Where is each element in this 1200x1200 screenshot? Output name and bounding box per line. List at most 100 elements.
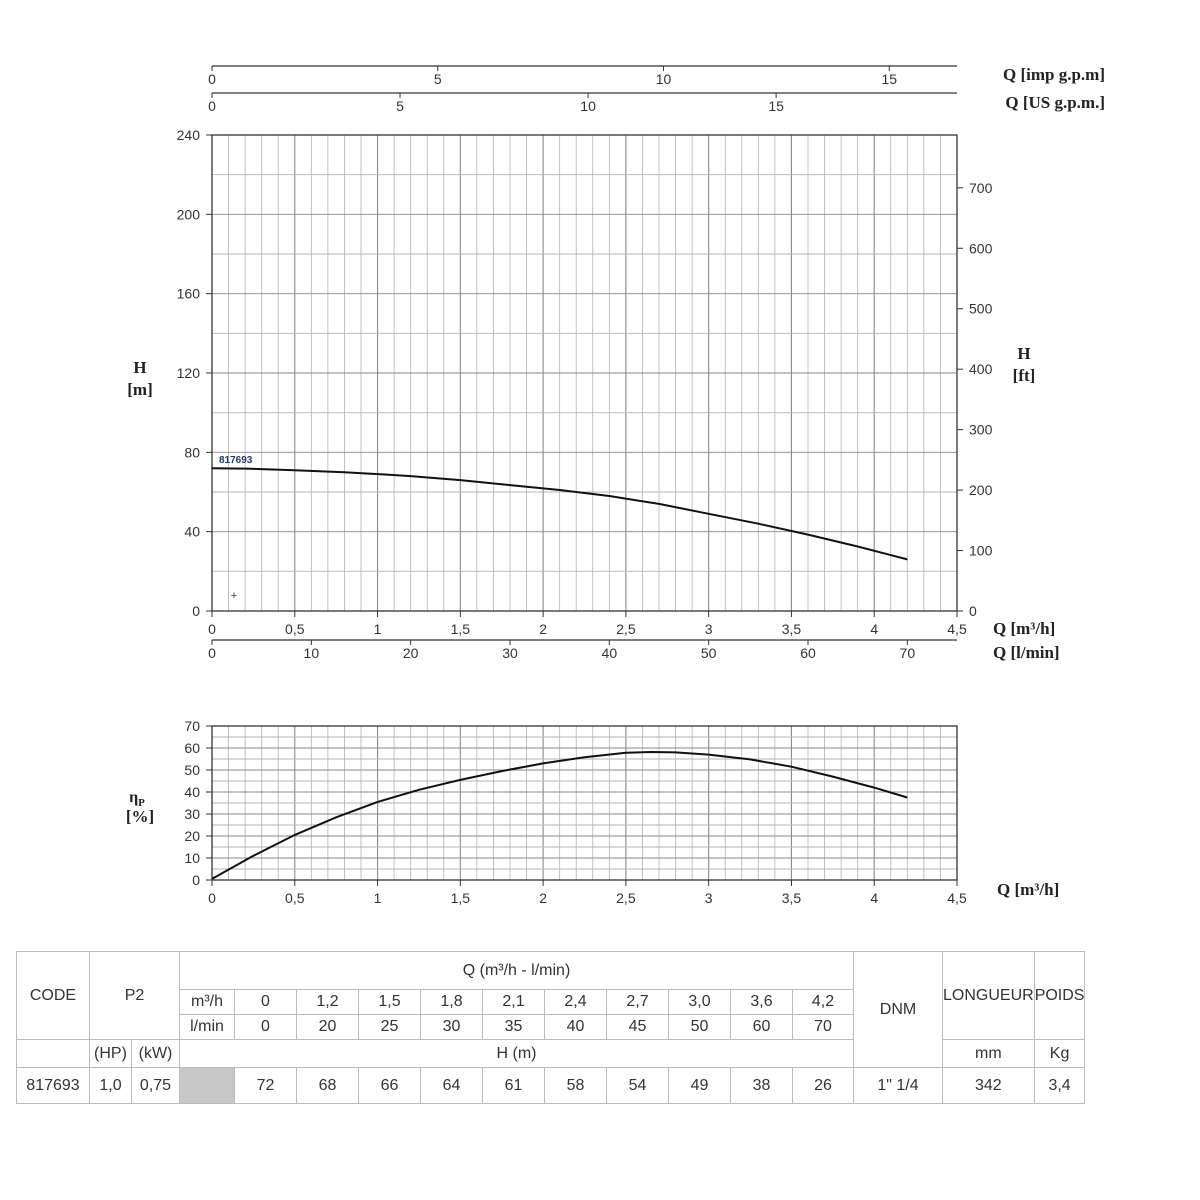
row-h-value: 64 bbox=[420, 1067, 483, 1104]
row-h-value: 26 bbox=[792, 1067, 854, 1104]
efficiency-chart-frame bbox=[211, 725, 958, 881]
lmin-value: 25 bbox=[358, 1014, 421, 1040]
y-tick-label: 200 bbox=[177, 206, 201, 222]
y-tick-label: 80 bbox=[184, 444, 200, 460]
y-tick-label: 40 bbox=[184, 524, 200, 540]
m3h-value: 2,7 bbox=[606, 989, 669, 1015]
eff-y-tick-label: 40 bbox=[184, 784, 200, 800]
lmin-value: 40 bbox=[544, 1014, 607, 1040]
y2-tick-label: 100 bbox=[969, 543, 993, 559]
h-subheader: H (m) bbox=[179, 1039, 854, 1068]
efficiency-chart-grid bbox=[211, 725, 958, 881]
head-x-axis-label: Q [m³/h] bbox=[993, 619, 1055, 638]
m3h-label: m³/h bbox=[179, 989, 235, 1015]
eff-x-tick-label: 1,5 bbox=[451, 890, 471, 906]
eff-y-axis-label-symbol: ηP bbox=[129, 789, 145, 809]
lmin-tick-label: 20 bbox=[403, 645, 419, 661]
x-tick-label: 0,5 bbox=[285, 621, 305, 637]
row-hp: 1,0 bbox=[89, 1067, 132, 1104]
lmin-tick-label: 40 bbox=[602, 645, 618, 661]
m3h-value: 1,8 bbox=[420, 989, 483, 1015]
row-h-value: 58 bbox=[544, 1067, 607, 1104]
row-kw: 0,75 bbox=[131, 1067, 180, 1104]
y2-tick-label: 600 bbox=[969, 240, 993, 256]
pump-data-table: CODE P2 Q (m³/h - l/min) DNM LONGUEUR PO… bbox=[16, 951, 1086, 1104]
x-tick-label: 4 bbox=[870, 621, 878, 637]
longueur-header: LONGUEUR bbox=[942, 951, 1035, 1040]
series-label-817693: 817693 bbox=[219, 455, 253, 466]
curves-layer bbox=[211, 467, 908, 880]
impgpm-tick-label: 5 bbox=[434, 71, 442, 87]
lmin-tick-label: 50 bbox=[701, 645, 717, 661]
head-chart-grid bbox=[211, 134, 958, 612]
hp-subheader: (HP) bbox=[89, 1039, 132, 1068]
eff-x-tick-label: 1 bbox=[374, 890, 382, 906]
lmin-label: l/min bbox=[179, 1014, 235, 1040]
eff-y-tick-label: 60 bbox=[184, 740, 200, 756]
lmin-row: l/min 0 20 25 30 35 40 45 50 60 70 bbox=[17, 1014, 1085, 1040]
y2-tick-label: 200 bbox=[969, 482, 993, 498]
usgpm-tick-label: 10 bbox=[580, 98, 596, 114]
x-tick-label: 2 bbox=[539, 621, 547, 637]
code-header: CODE bbox=[16, 951, 90, 1040]
p2-header: P2 bbox=[89, 951, 180, 1040]
m3h-value: 0 bbox=[234, 989, 297, 1015]
x-tick-label: 4,5 bbox=[947, 621, 967, 637]
usgpm-tick-label: 5 bbox=[396, 98, 404, 114]
m3h-value: 3,6 bbox=[730, 989, 793, 1015]
lmin-value: 0 bbox=[234, 1014, 297, 1040]
row-dnm: 1" 1/4 bbox=[853, 1067, 943, 1104]
mm-subheader: mm bbox=[942, 1039, 1035, 1068]
lmin-value: 60 bbox=[730, 1014, 793, 1040]
row-h-value: 49 bbox=[668, 1067, 731, 1104]
series-line-817693 bbox=[211, 467, 908, 561]
eff-y-tick-label: 10 bbox=[184, 850, 200, 866]
eff-x-tick-label: 4,5 bbox=[947, 890, 967, 906]
table-row: 817693 1,0 0,75 72 68 66 64 61 58 54 49 38 26 1" 1… bbox=[16, 1067, 1086, 1104]
x-tick-label: 0 bbox=[208, 621, 216, 637]
row-h-value: 68 bbox=[296, 1067, 359, 1104]
code-subheader-blank bbox=[16, 1039, 90, 1068]
eff-x-tick-label: 0,5 bbox=[285, 890, 305, 906]
y-tick-label: 160 bbox=[177, 286, 201, 302]
m3h-value: 4,2 bbox=[792, 989, 854, 1015]
lmin-value: 50 bbox=[668, 1014, 731, 1040]
row-blank-cell bbox=[179, 1067, 235, 1104]
lmin-tick-label: 70 bbox=[900, 645, 916, 661]
lmin-tick-label: 0 bbox=[208, 645, 216, 661]
row-code: 817693 bbox=[16, 1067, 90, 1104]
impgpm-tick-label: 10 bbox=[656, 71, 672, 87]
row-h-value: 66 bbox=[358, 1067, 421, 1104]
x-tick-label: 2,5 bbox=[616, 621, 636, 637]
marker-plus: + bbox=[231, 590, 237, 602]
y2-tick-label: 300 bbox=[969, 422, 993, 438]
lmin-value: 20 bbox=[296, 1014, 359, 1040]
head-y-axis-label-name: H bbox=[133, 358, 146, 377]
lmin-tick-label: 60 bbox=[800, 645, 816, 661]
x-tick-label: 3 bbox=[705, 621, 713, 637]
y2-tick-label: 500 bbox=[969, 301, 993, 317]
lmin-tick-label: 30 bbox=[502, 645, 518, 661]
eff-y-tick-label: 20 bbox=[184, 828, 200, 844]
m3h-value: 2,4 bbox=[544, 989, 607, 1015]
m3h-value: 2,1 bbox=[482, 989, 545, 1015]
head-y2-axis-label-unit: [ft] bbox=[1013, 366, 1036, 385]
x-tick-label: 3,5 bbox=[782, 621, 802, 637]
impgpm-axis-label: Q [imp g.p.m] bbox=[1003, 65, 1105, 84]
m3h-value: 3,0 bbox=[668, 989, 731, 1015]
eff-y-tick-label: 0 bbox=[192, 872, 200, 888]
eff-y-tick-label: 50 bbox=[184, 762, 200, 778]
eff-eta-symbol: η bbox=[129, 789, 138, 806]
axes-layer: 0408012016020024001002003004005006007000… bbox=[177, 65, 993, 906]
eff-x-tick-label: 3 bbox=[705, 890, 713, 906]
q-header: Q (m³/h - l/min) bbox=[179, 951, 854, 990]
row-h-value: 72 bbox=[234, 1067, 297, 1104]
eff-x-tick-label: 0 bbox=[208, 890, 216, 906]
row-h-value: 61 bbox=[482, 1067, 545, 1104]
y2-tick-label: 0 bbox=[969, 603, 977, 619]
m3h-value: 1,2 bbox=[296, 989, 359, 1015]
y-tick-label: 0 bbox=[192, 603, 200, 619]
y-tick-label: 240 bbox=[177, 127, 201, 143]
m3h-value: 1,5 bbox=[358, 989, 421, 1015]
eff-y-axis-label-unit: [%] bbox=[126, 807, 154, 826]
